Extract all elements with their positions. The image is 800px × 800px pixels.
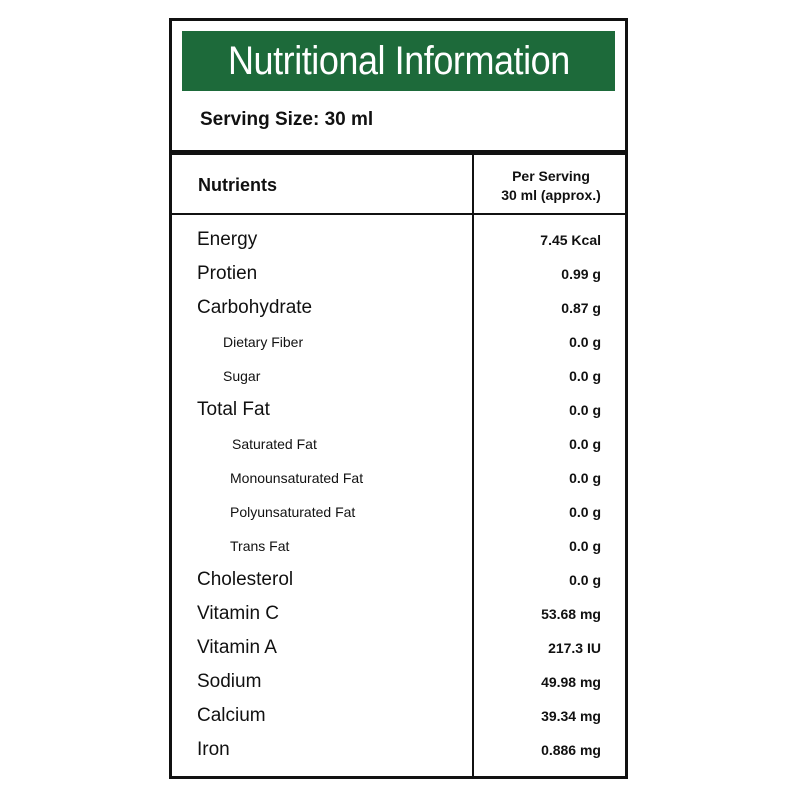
nutrient-name: Iron [197, 739, 230, 760]
nutrient-row: Polyunsaturated Fat 0.0 g [172, 495, 625, 529]
nutrient-row: Sugar 0.0 g [172, 359, 625, 393]
nutrient-value: 0.99 g [561, 266, 601, 282]
nutrient-row: Dietary Fiber 0.0 g [172, 325, 625, 359]
nutrient-row: Vitamin A 217.3 IU [172, 631, 625, 665]
nutrition-label: Nutritional Information Serving Size: 30… [169, 18, 628, 779]
nutrient-row: Calcium 39.34 mg [172, 699, 625, 733]
nutrient-row: Trans Fat 0.0 g [172, 529, 625, 563]
nutrient-row: Saturated Fat 0.0 g [172, 427, 625, 461]
nutrient-name: Monounsaturated Fat [230, 470, 364, 486]
nutrient-value: 39.34 mg [541, 708, 601, 724]
header-per-serving-line1: Per Serving [512, 168, 590, 184]
nutrient-value: 0.0 g [569, 504, 601, 520]
nutrient-row: Vitamin C 53.68 mg [172, 597, 625, 631]
nutrient-value: 0.87 g [561, 300, 601, 316]
title-banner: Nutritional Information [182, 31, 615, 91]
nutrient-value: 217.3 IU [548, 640, 601, 656]
nutrient-name: Calcium [197, 705, 266, 726]
nutrient-name: Sodium [197, 671, 262, 692]
nutrient-value: 0.886 mg [541, 742, 601, 758]
nutrient-name: Sugar [223, 368, 261, 384]
nutrient-value: 53.68 mg [541, 606, 601, 622]
nutrient-row: Total Fat 0.0 g [172, 393, 625, 427]
nutrient-name: Vitamin C [197, 603, 280, 624]
nutrient-value: 7.45 Kcal [540, 232, 601, 248]
header-per-serving: Per Serving 30 ml (approx.) [474, 167, 628, 205]
nutrient-value: 0.0 g [569, 334, 601, 350]
column-divider [472, 155, 474, 779]
nutrient-value: 0.0 g [569, 470, 601, 486]
header-divider [172, 213, 625, 215]
serving-size: Serving Size: 30 ml [200, 109, 374, 130]
nutrient-name: Carbohydrate [197, 297, 313, 318]
nutrient-value: 0.0 g [569, 436, 601, 452]
nutrient-name: Dietary Fiber [223, 334, 304, 350]
nutrient-name: Cholesterol [197, 569, 294, 590]
label-title: Nutritional Information [227, 38, 570, 83]
nutrient-row: Sodium 49.98 mg [172, 665, 625, 699]
thick-divider [172, 150, 625, 155]
nutrient-name: Trans Fat [230, 538, 290, 554]
nutrient-name: Saturated Fat [232, 436, 317, 452]
nutrient-name: Vitamin A [197, 637, 277, 658]
nutrient-name: Polyunsaturated Fat [230, 504, 356, 520]
nutrient-name: Total Fat [197, 399, 270, 420]
nutrient-row: Energy 7.45 Kcal [172, 223, 625, 257]
nutrient-rows: Energy 7.45 Kcal Protien 0.99 g Carbohydrate… [172, 223, 625, 767]
nutrient-row: Iron 0.886 mg [172, 733, 625, 767]
nutrient-row: Cholesterol 0.0 g [172, 563, 625, 597]
nutrient-value: 0.0 g [569, 538, 601, 554]
header-per-serving-line2: 30 ml (approx.) [501, 187, 601, 203]
nutrient-row: Protien 0.99 g [172, 257, 625, 291]
nutrient-value: 0.0 g [569, 572, 601, 588]
nutrient-name: Energy [197, 229, 258, 250]
nutrient-row: Carbohydrate 0.87 g [172, 291, 625, 325]
nutrient-name: Protien [197, 263, 258, 284]
nutrient-value: 0.0 g [569, 402, 601, 418]
header-nutrients: Nutrients [198, 175, 278, 195]
nutrient-row: Monounsaturated Fat 0.0 g [172, 461, 625, 495]
nutrient-value: 49.98 mg [541, 674, 601, 690]
nutrient-value: 0.0 g [569, 368, 601, 384]
